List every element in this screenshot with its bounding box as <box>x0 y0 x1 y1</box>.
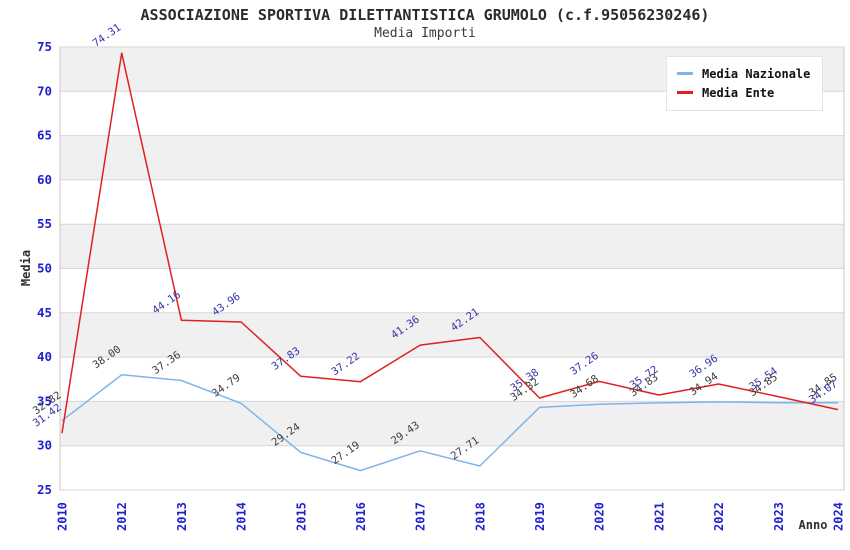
legend-label-media-ente: Media Ente <box>702 85 775 100</box>
x-tick-label: 2023 <box>772 502 786 531</box>
x-tick-label: 2014 <box>235 502 249 531</box>
x-tick-label: 2022 <box>712 502 726 531</box>
y-tick-label: 50 <box>37 261 52 276</box>
x-tick-label: 2020 <box>593 502 607 531</box>
x-tick-label: 2012 <box>115 502 129 531</box>
x-tick-label: 2018 <box>473 502 487 531</box>
x-tick-label: 2016 <box>354 502 368 531</box>
y-tick-label: 45 <box>37 305 52 320</box>
y-tick-label: 40 <box>37 349 52 364</box>
y-tick-label: 70 <box>37 83 52 98</box>
data-point-label: 34.79 <box>210 372 243 400</box>
x-axis-title: Anno <box>799 518 828 532</box>
chart-title: ASSOCIAZIONE SPORTIVA DILETTANTISTICA GR… <box>140 6 710 24</box>
x-tick-label: 2021 <box>652 502 666 531</box>
x-tick-label: 2015 <box>294 502 308 531</box>
y-tick-label: 25 <box>37 482 52 497</box>
x-tick-label: 2010 <box>56 502 70 531</box>
chart-subtitle: Media Importi <box>374 26 476 41</box>
legend-item-media-ente[interactable]: Media Ente <box>677 83 810 102</box>
y-tick-label: 30 <box>37 438 52 453</box>
x-axis-tick-labels: 2010 2012 2013 2014 2015 2016 2017 2018 2019 2020… <box>56 502 846 531</box>
series-line-media-ente <box>61 52 839 434</box>
y-axis-title: Media <box>19 250 33 286</box>
y-tick-label: 75 <box>37 39 52 54</box>
series-line-media-nazionale <box>61 374 838 472</box>
plot-bands <box>60 47 844 446</box>
legend-label-media-nazionale: Media Nazionale <box>702 66 811 81</box>
y-tick-label: 60 <box>37 172 52 187</box>
y-tick-label: 35 <box>37 393 52 408</box>
media-nazionale-line-swatch <box>677 72 693 75</box>
x-tick-label: 2019 <box>533 502 547 531</box>
grid-lines <box>59 46 845 491</box>
data-point-label: 74.31 <box>91 22 124 50</box>
x-tick-label: 2017 <box>414 502 428 531</box>
media-ente-line-swatch <box>677 91 693 94</box>
data-point-label: 34.68 <box>568 373 601 401</box>
legend-item-media-nazionale[interactable]: Media Nazionale <box>677 64 810 83</box>
y-axis-tick-labels: 25 30 35 40 45 50 55 60 65 70 75 <box>37 39 52 497</box>
y-tick-label: 55 <box>37 216 52 231</box>
x-tick-label: 2013 <box>175 502 189 531</box>
chart-legend: Media Nazionale Media Ente <box>666 56 824 111</box>
y-tick-label: 65 <box>37 128 52 143</box>
x-tick-label: 2024 <box>832 502 846 531</box>
